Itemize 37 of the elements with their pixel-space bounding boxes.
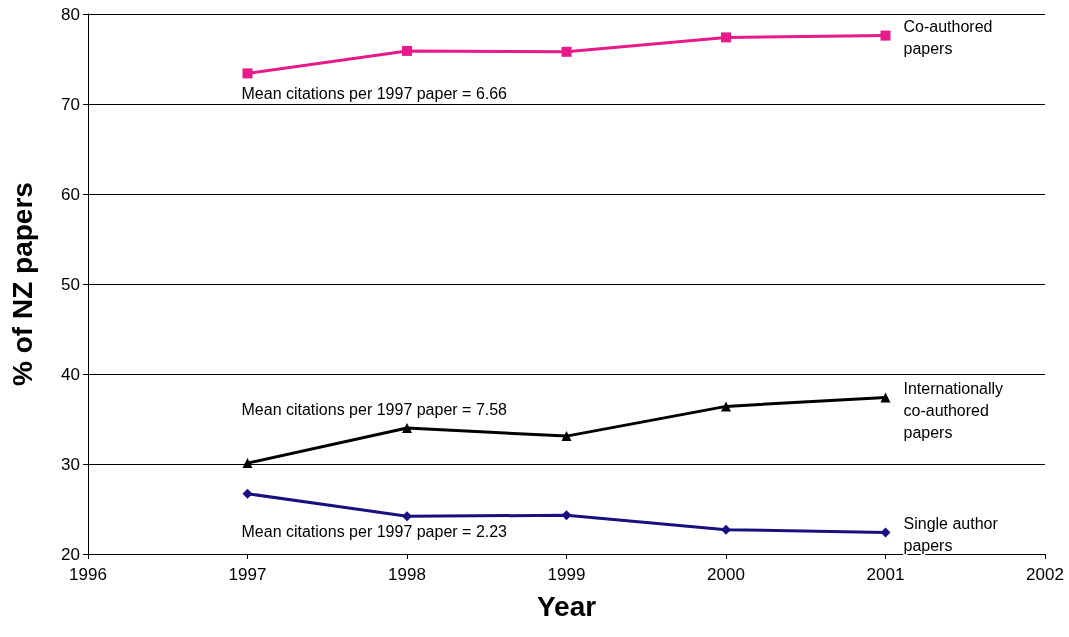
point	[242, 68, 253, 79]
annotation: Mean citations per 1997 paper = 7.58	[241, 400, 508, 418]
y-tick-label: 20	[61, 544, 80, 564]
x-tick-label: 1998	[388, 565, 426, 584]
point	[721, 401, 731, 412]
annotation: Mean citations per 1997 paper = 2.23	[241, 523, 508, 541]
point	[402, 511, 412, 522]
y-tick-label: 40	[61, 364, 80, 384]
point	[561, 510, 572, 521]
y-tick-label: 50	[61, 274, 80, 294]
point	[561, 431, 572, 442]
point	[242, 488, 253, 499]
x-tick-label: 1999	[547, 565, 586, 584]
y-axis-title: % of NZ papers	[6, 182, 38, 386]
series-label: Co-authored papers	[903, 18, 997, 58]
point	[880, 527, 891, 538]
point	[402, 423, 412, 433]
series-label: Single author papers	[903, 514, 1003, 554]
x-tick-label: 2001	[866, 565, 905, 584]
point	[880, 30, 891, 41]
point	[880, 392, 891, 403]
y-tick-label: 80	[61, 4, 80, 24]
point	[402, 45, 412, 56]
x-tick-label: 2002	[1026, 565, 1064, 584]
y-tick-label: 70	[61, 94, 80, 114]
x-tick-label: 2000	[707, 565, 745, 584]
point	[721, 524, 731, 535]
y-tick-label: 30	[61, 454, 80, 474]
x-axis-title: Year	[536, 590, 597, 622]
series-label: Internationally co-authored papers	[903, 379, 1008, 441]
x-tick-label: 1996	[69, 565, 107, 584]
point	[242, 458, 253, 469]
annotation: Mean citations per 1997 paper = 6.66	[241, 84, 508, 102]
point	[561, 46, 572, 57]
point	[721, 32, 731, 43]
x-tick-label: 1997	[228, 565, 267, 584]
y-tick-label: 60	[61, 184, 80, 204]
